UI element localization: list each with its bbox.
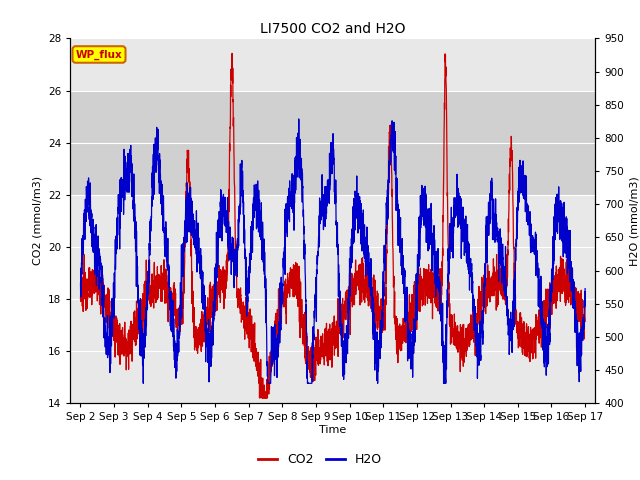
Bar bbox=[70, 91, 595, 195]
Text: WP_flux: WP_flux bbox=[76, 49, 122, 60]
Legend: CO2, H2O: CO2, H2O bbox=[253, 448, 387, 471]
Title: LI7500 CO2 and H2O: LI7500 CO2 and H2O bbox=[260, 22, 406, 36]
Y-axis label: H2O (mmol/m3): H2O (mmol/m3) bbox=[630, 176, 639, 265]
X-axis label: Time: Time bbox=[319, 425, 346, 435]
Y-axis label: CO2 (mmol/m3): CO2 (mmol/m3) bbox=[33, 176, 43, 265]
